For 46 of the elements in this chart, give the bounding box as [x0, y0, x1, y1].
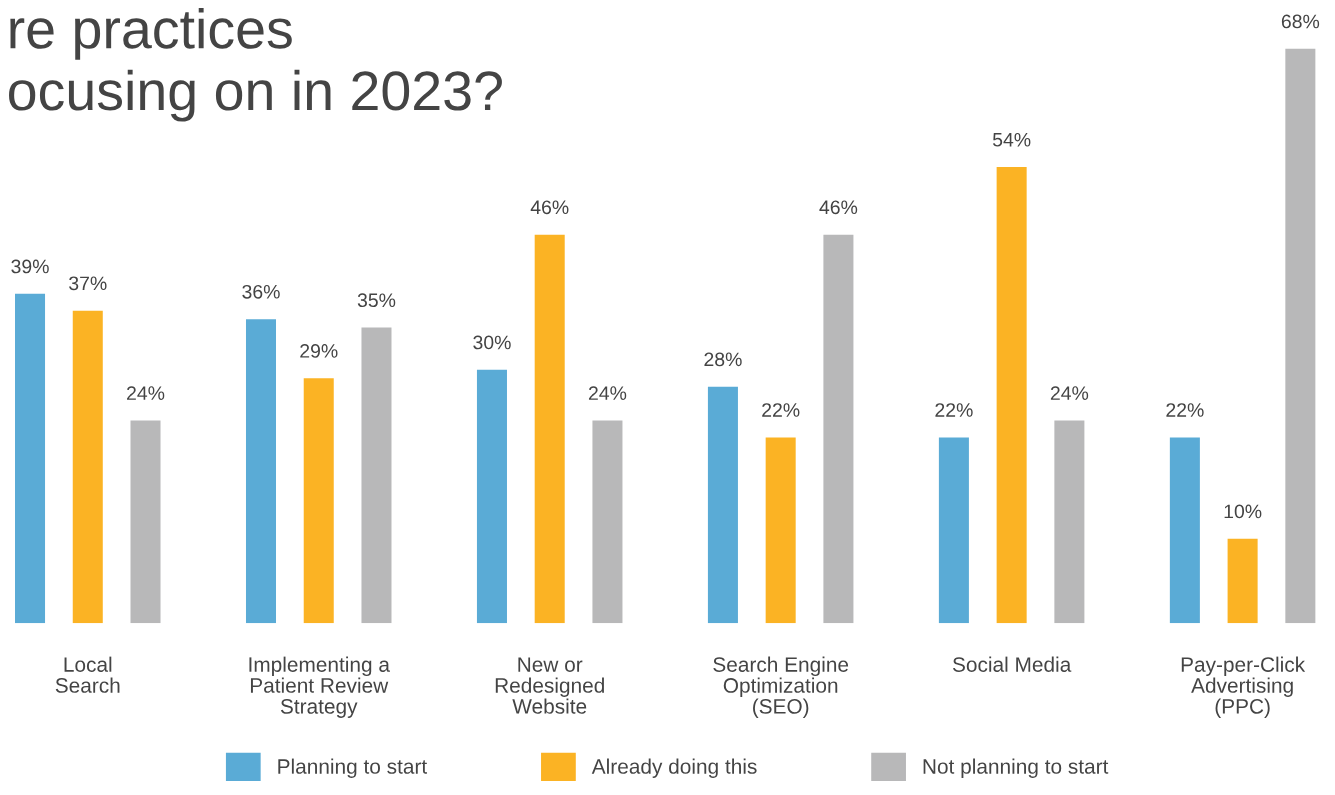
data-label: 24%: [588, 386, 627, 400]
data-label: 24%: [1050, 386, 1089, 400]
bar: [245, 319, 277, 624]
bar: [938, 437, 969, 624]
data-label: 35%: [357, 293, 396, 308]
bar: [996, 167, 1027, 624]
data-label: 28%: [704, 352, 742, 367]
bar: [72, 310, 103, 624]
bar: [707, 386, 738, 624]
data-label: 36%: [242, 284, 280, 299]
x-tick-label: Implementing a Patient Review Strategy: [249, 656, 390, 718]
x-tick-label: Search Engine Optimization (SEO): [713, 656, 849, 718]
data-label: 22%: [1166, 403, 1204, 417]
data-label: 22%: [762, 403, 800, 417]
data-label: 22%: [935, 403, 973, 417]
x-tick-label: Social Media: [952, 656, 1072, 672]
bar: [1227, 538, 1258, 624]
x-tick-label: New or Redesigned Website: [495, 657, 604, 714]
legend-label: Planning to start: [278, 758, 428, 778]
data-label: 37%: [69, 276, 107, 291]
bar: [765, 437, 796, 624]
bar: [823, 234, 854, 624]
data-label: 24%: [127, 386, 165, 400]
data-label: 46%: [530, 200, 569, 215]
x-tick-label: Pay-per-Click Advertising (PPC): [1181, 656, 1306, 718]
bar: [361, 327, 392, 624]
data-label: 46%: [819, 200, 858, 215]
bar: [303, 378, 334, 624]
bar: [130, 420, 161, 624]
data-label: 30%: [473, 335, 511, 350]
data-label: 54%: [992, 132, 1031, 147]
bar: [1054, 420, 1085, 624]
data-label: 29%: [300, 344, 338, 358]
bar: [1285, 48, 1316, 624]
bar: [534, 234, 565, 624]
data-label: 10%: [1224, 504, 1262, 519]
data-label: 39%: [11, 259, 49, 274]
chart-title: re practices ocusing on in 2023?: [9, 7, 502, 122]
legend-label: Not planning to start: [923, 758, 1109, 778]
bar: [15, 293, 46, 624]
legend-label: Already doing this: [591, 758, 757, 778]
bar: [476, 369, 507, 624]
bar: [1169, 437, 1200, 624]
data-label: 68%: [1281, 14, 1320, 29]
bar: [592, 420, 623, 624]
x-tick-label: Local Search: [55, 656, 120, 693]
